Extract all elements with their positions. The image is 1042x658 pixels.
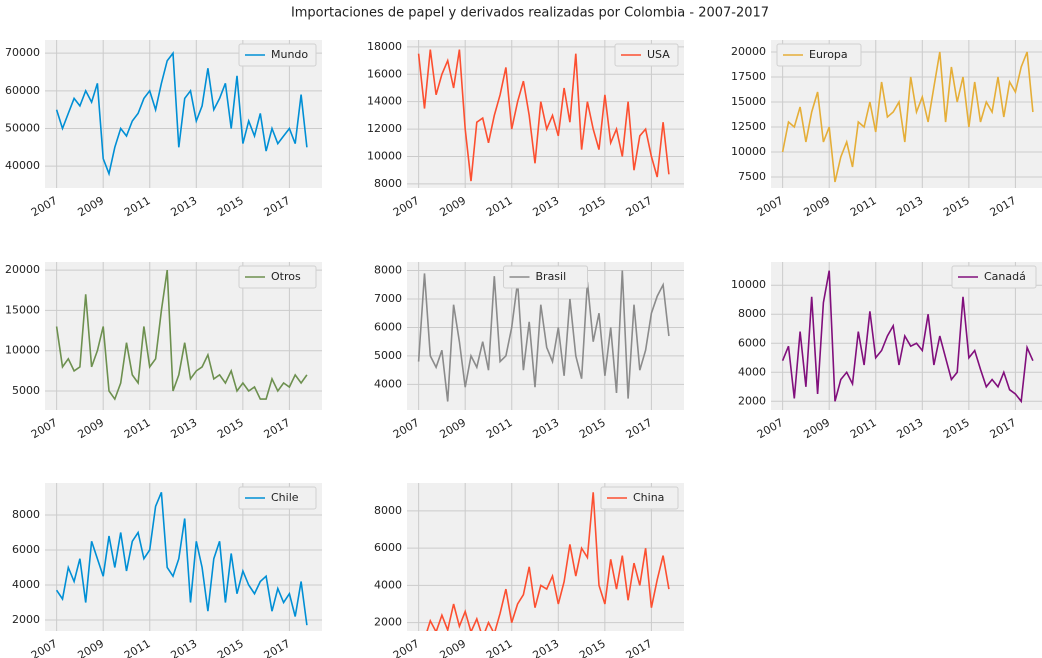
y-tick-label: 20000 [5, 263, 40, 276]
legend-label: China [633, 491, 664, 504]
y-tick-label: 14000 [367, 95, 402, 108]
y-tick-label: 50000 [5, 121, 40, 134]
legend-label: Canadá [984, 270, 1026, 283]
figure-title: Importaciones de papel y derivados reali… [291, 6, 769, 21]
lines [781, 270, 1034, 404]
y-tick-label: 8000 [12, 508, 40, 521]
legend-label: Brasil [536, 270, 567, 283]
lines [417, 49, 670, 182]
y-tick-label: 10000 [367, 149, 402, 162]
legend-box [238, 265, 317, 289]
y-tick-label: 70000 [5, 46, 40, 59]
legend-box [238, 486, 317, 510]
y-tick-label: 6000 [12, 543, 40, 556]
y-tick-label: 8000 [738, 307, 766, 320]
legend-box [951, 265, 1037, 289]
y-tick-label: 6000 [374, 320, 402, 333]
legend-label: Mundo [271, 48, 308, 61]
y-tick-label: 5000 [374, 349, 402, 362]
y-tick-label: 8000 [374, 177, 402, 190]
lines [55, 269, 308, 401]
y-tick-label: 7500 [738, 170, 766, 183]
lines [781, 51, 1034, 183]
lines [55, 491, 308, 626]
y-tick-label: 2000 [374, 616, 402, 629]
series-line [426, 492, 670, 631]
series-line [417, 49, 670, 182]
y-tick-label: 18000 [367, 40, 402, 53]
series-line [55, 491, 308, 626]
legend-label: Europa [809, 48, 848, 61]
legend-box [776, 43, 862, 67]
legend-box [614, 43, 679, 67]
legend-label: Chile [271, 491, 299, 504]
y-tick-label: 60000 [5, 84, 40, 97]
y-tick-label: 4000 [374, 377, 402, 390]
y-tick-label: 12000 [367, 122, 402, 135]
lines [55, 51, 308, 177]
series-line [781, 51, 1034, 183]
legend-box [503, 265, 588, 289]
legend-label: USA [647, 48, 670, 61]
y-tick-label: 8000 [374, 264, 402, 277]
y-tick-label: 8000 [374, 504, 402, 517]
y-tick-label: 4000 [12, 578, 40, 591]
y-tick-label: 2000 [12, 613, 40, 626]
y-tick-label: 16000 [367, 67, 402, 80]
y-tick-label: 10000 [731, 145, 766, 158]
lines [426, 492, 670, 631]
y-tick-label: 4000 [374, 578, 402, 591]
legend-box [600, 486, 679, 510]
legend-box [238, 43, 317, 67]
y-tick-label: 17500 [731, 70, 766, 83]
series-line [417, 270, 670, 402]
y-tick-label: 40000 [5, 159, 40, 172]
y-tick-label: 10000 [5, 344, 40, 357]
y-tick-label: 2000 [738, 394, 766, 407]
series-line [781, 270, 1034, 404]
y-tick-label: 12500 [731, 120, 766, 133]
y-tick-label: 4000 [738, 365, 766, 378]
series-line [55, 269, 308, 401]
y-tick-label: 15000 [731, 95, 766, 108]
y-tick-label: 10000 [731, 278, 766, 291]
y-tick-label: 15000 [5, 303, 40, 316]
y-tick-label: 7000 [374, 292, 402, 305]
y-tick-label: 20000 [731, 45, 766, 58]
y-tick-label: 5000 [12, 384, 40, 397]
series-line [55, 51, 308, 177]
y-tick-label: 6000 [738, 336, 766, 349]
y-tick-label: 6000 [374, 541, 402, 554]
lines [417, 270, 670, 402]
legend-label: Otros [271, 270, 301, 283]
